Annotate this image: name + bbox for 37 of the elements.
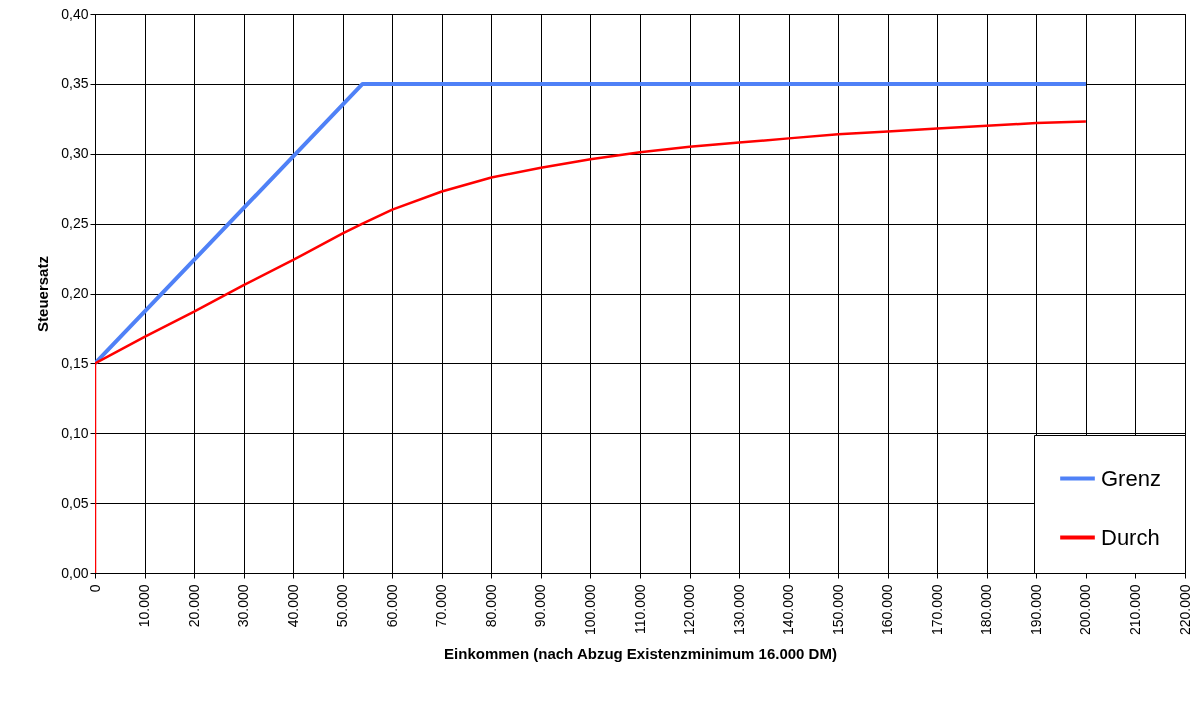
x-tick-label: 90.000: [532, 584, 549, 628]
x-tick-label: 30.000: [235, 584, 252, 628]
line-series: [95, 120, 1088, 573]
x-tick-label: 160.000: [879, 584, 896, 636]
y-tick-label: 0,25: [61, 215, 89, 232]
x-tick-label: 80.000: [482, 584, 499, 628]
x-tick-label: 100.000: [581, 584, 598, 636]
y-tick-label: 0,00: [61, 564, 89, 581]
x-tick-label: 20.000: [185, 584, 202, 628]
x-tick-label: 0: [86, 584, 103, 593]
x-tick-label: 220.000: [1176, 584, 1193, 636]
y-tick-label: 0,35: [61, 75, 89, 92]
x-tick-label: 50.000: [334, 584, 351, 628]
x-tick-label: 60.000: [383, 584, 400, 628]
legend-label: Grenz: [1101, 465, 1161, 491]
y-tick-label: 0,15: [61, 354, 89, 371]
y-tick-label: 0,10: [61, 424, 89, 441]
y-tick-label: 0,40: [61, 5, 89, 22]
y-tick-label: 0,20: [61, 285, 89, 301]
legend-label: Durch: [1101, 524, 1160, 550]
x-axis-title: Einkommen (nach Abzug Existenzminimum 16.000 DM): [444, 645, 837, 663]
x-tick-label: 70.000: [433, 584, 450, 628]
x-tick-label: 110.000: [631, 584, 648, 635]
x-tick-label: 210.000: [1126, 584, 1143, 636]
x-tick-label: 200.000: [1077, 584, 1094, 636]
x-tick-label: 130.000: [730, 584, 747, 636]
y-tick-label: 0,30: [61, 145, 89, 162]
x-tick-label: 190.000: [1027, 584, 1044, 636]
x-tick-label: 40.000: [284, 584, 301, 628]
x-tick-label: 120.000: [681, 584, 698, 636]
x-tick-label: 170.000: [928, 584, 945, 636]
x-tick-label: 150.000: [829, 584, 846, 636]
x-tick-label: 10.000: [136, 584, 153, 628]
y-axis-title: Steuersatz: [34, 256, 52, 332]
x-tick-label: 140.000: [780, 584, 797, 636]
x-tick-label: 180.000: [978, 584, 995, 636]
y-tick-label: 0,05: [61, 494, 89, 511]
